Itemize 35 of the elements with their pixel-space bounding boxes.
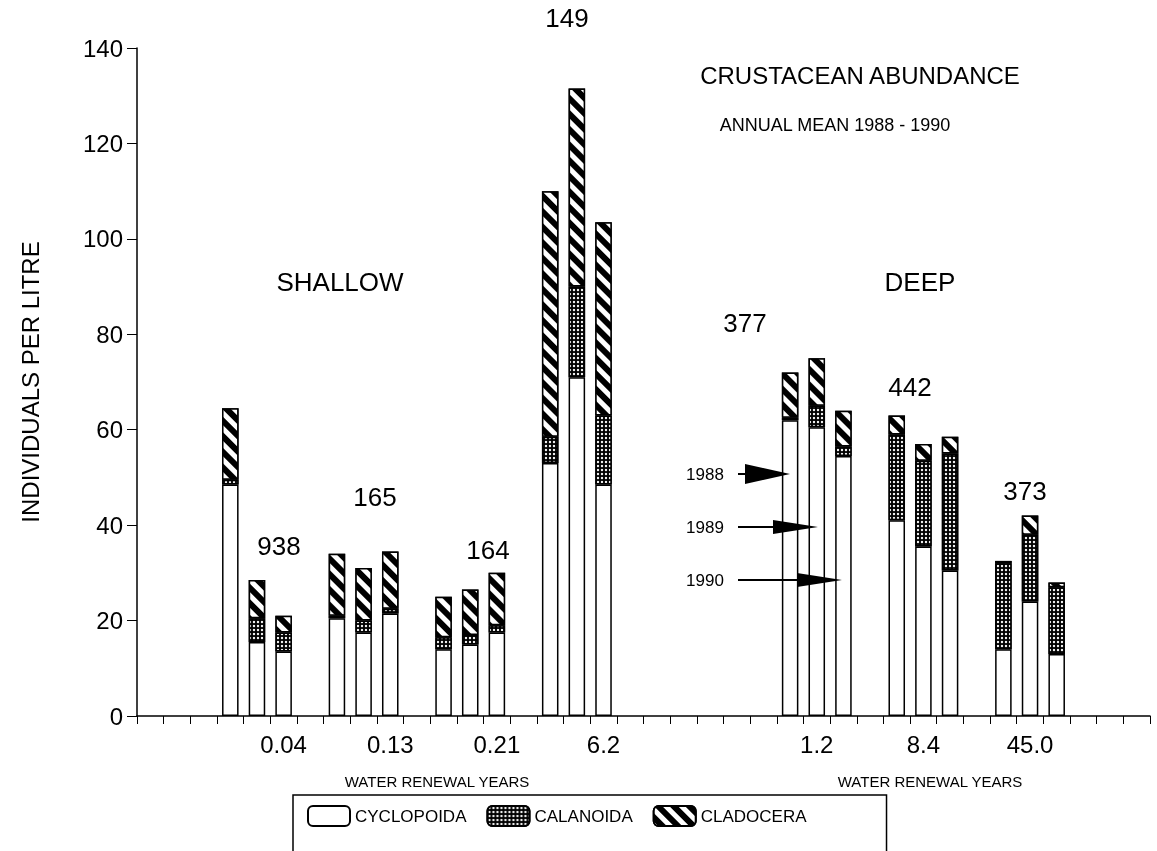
y-tick-label: 120	[82, 129, 123, 157]
x-tick-label: 8.4	[906, 730, 941, 758]
x-tick-label: 0.04	[260, 730, 307, 758]
x-tick-label: 1.2	[800, 730, 834, 758]
text: ANNUAL MEAN 1988 - 1990	[719, 115, 951, 135]
text: WATER RENEWAL YEARS	[837, 772, 1023, 790]
legend-label: CLADOCERA	[700, 806, 808, 826]
text: WATER RENEWAL YEARS	[344, 772, 530, 790]
annotation: 1989	[686, 517, 724, 537]
annotation: 377	[723, 308, 767, 338]
text: 149	[545, 3, 589, 33]
x-tick-label: 0.21	[473, 730, 521, 758]
y-tick-label: 40	[96, 511, 123, 539]
y-tick-label: 140	[82, 34, 123, 62]
y-tick-label: 100	[82, 225, 123, 253]
annotation: 373	[1003, 476, 1047, 506]
x-tick-label: 45.0	[1006, 730, 1054, 758]
annotation: SHALLOW	[276, 267, 405, 297]
x-tick-label: 0.13	[366, 730, 414, 758]
annotation: 442	[888, 372, 932, 402]
y-tick-label: 60	[96, 416, 123, 444]
y-axis-title: INDIVIDUALS PER LITRE	[16, 241, 44, 523]
y-tick-label: 80	[96, 320, 123, 348]
annotation: 938	[257, 531, 301, 561]
legend-label: CALANOIDA	[534, 806, 634, 826]
y-tick-label: 0	[109, 702, 123, 730]
y-tick-label: 20	[96, 607, 123, 635]
annotation: 1988	[686, 464, 724, 484]
x-tick-label: 6.2	[586, 730, 621, 758]
annotation: 164	[466, 535, 510, 565]
annotation: 1990	[686, 570, 724, 590]
text: CRUSTACEAN ABUNDANCE	[700, 61, 1020, 89]
annotation: DEEP	[884, 267, 956, 297]
annotation: 165	[353, 482, 397, 512]
legend-label: CYCLOPOIDA	[355, 806, 468, 826]
